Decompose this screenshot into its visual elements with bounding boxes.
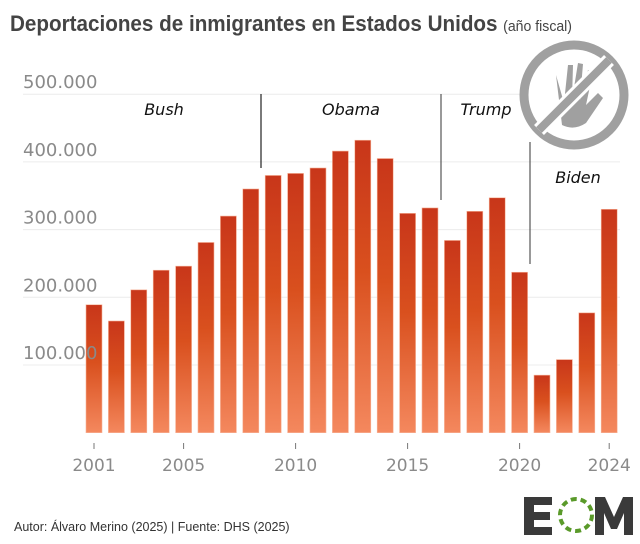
bar-2004 bbox=[152, 269, 170, 433]
bar-2022 bbox=[556, 359, 573, 434]
chart-heading: Deportaciones de inmigrantes en Estados … bbox=[10, 11, 572, 36]
bar-2020 bbox=[511, 271, 528, 434]
no-hand-icon bbox=[519, 40, 629, 150]
era-label-bush: Bush bbox=[144, 100, 184, 119]
x-tick-label: 2015 bbox=[386, 456, 429, 476]
bar-2017 bbox=[444, 240, 461, 434]
bar-2023 bbox=[578, 312, 596, 434]
bar-2018 bbox=[466, 211, 484, 433]
chart-title: Deportaciones de inmigrantes en Estados … bbox=[10, 11, 498, 36]
era-label-biden: Biden bbox=[555, 168, 601, 187]
bar-2024 bbox=[600, 208, 618, 433]
bar-2006 bbox=[197, 242, 215, 433]
x-tick-label: 2005 bbox=[162, 456, 205, 476]
bar-2012 bbox=[332, 150, 349, 433]
era-label-trump: Trump bbox=[461, 100, 512, 119]
bar-2011 bbox=[309, 167, 327, 433]
bar-2010 bbox=[287, 173, 304, 433]
y-tick-label: 100.000 bbox=[23, 343, 97, 364]
x-tick-label: 2024 bbox=[588, 456, 631, 476]
y-tick-label: 300.000 bbox=[23, 208, 97, 229]
x-tick-label: 2001 bbox=[72, 456, 115, 476]
bar-2002 bbox=[108, 320, 125, 433]
bar-2013 bbox=[354, 139, 372, 433]
x-tick-label: 2020 bbox=[498, 456, 541, 476]
bar-2003 bbox=[130, 289, 148, 433]
y-tick-label: 400.000 bbox=[23, 140, 97, 161]
y-tick-label: 500.000 bbox=[23, 72, 97, 93]
bar-2014 bbox=[376, 158, 394, 433]
y-tick-label: 200.000 bbox=[23, 275, 97, 296]
x-tick-label: 2010 bbox=[274, 456, 317, 476]
bar-2005 bbox=[175, 265, 192, 433]
x-axis: 2001 2005 2010 2015 2020 2024 bbox=[72, 443, 631, 476]
bar-2008 bbox=[242, 188, 260, 433]
bar-2016 bbox=[421, 207, 439, 433]
bar-2001 bbox=[85, 304, 103, 434]
bar-2007 bbox=[220, 215, 237, 433]
eom-logo bbox=[524, 497, 633, 535]
bar-2009 bbox=[264, 175, 282, 434]
era-label-obama: Obama bbox=[322, 100, 380, 119]
bar-2019 bbox=[488, 197, 506, 434]
y-axis: 100.000 200.000 300.000 400.000 500.000 bbox=[23, 72, 97, 364]
bars bbox=[85, 139, 618, 434]
footer-credit: Autor: Álvaro Merino (2025) | Fuente: DH… bbox=[14, 519, 290, 534]
bar-2015 bbox=[399, 213, 416, 434]
chart-subtitle: (año fiscal) bbox=[503, 18, 572, 35]
bar-2021 bbox=[533, 374, 551, 433]
